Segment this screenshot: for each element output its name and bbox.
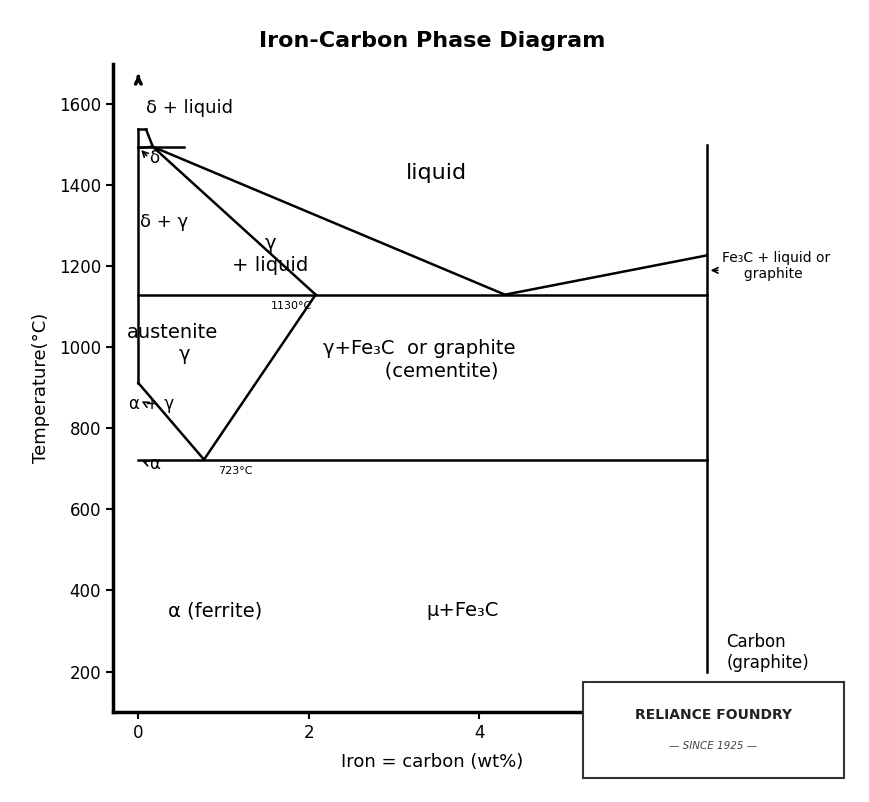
Title: Iron-Carbon Phase Diagram: Iron-Carbon Phase Diagram — [259, 31, 605, 51]
Text: γ
+ liquid: γ + liquid — [232, 233, 308, 274]
Text: — SINCE 1925 —: — SINCE 1925 — — [668, 741, 757, 751]
Text: α + γ: α + γ — [129, 395, 174, 413]
X-axis label: Iron = carbon (wt%): Iron = carbon (wt%) — [341, 753, 523, 771]
Text: 1130°C: 1130°C — [270, 301, 311, 310]
Text: α: α — [149, 455, 160, 473]
Text: δ + γ: δ + γ — [140, 213, 188, 231]
Text: α (ferrite): α (ferrite) — [168, 602, 262, 620]
Text: δ: δ — [149, 148, 159, 167]
Text: 723°C: 723°C — [217, 466, 252, 476]
Text: Carbon
(graphite): Carbon (graphite) — [726, 633, 808, 671]
Text: δ + liquid: δ + liquid — [146, 99, 233, 117]
Text: austenite
    γ: austenite γ — [127, 322, 218, 364]
Text: Fe₃C + liquid or
     graphite: Fe₃C + liquid or graphite — [721, 251, 830, 282]
Text: γ+Fe₃C  or graphite
       (cementite): γ+Fe₃C or graphite (cementite) — [323, 339, 515, 380]
Text: μ+Fe₃C: μ+Fe₃C — [426, 602, 498, 620]
Y-axis label: Temperature(°C): Temperature(°C) — [32, 313, 50, 463]
Text: liquid: liquid — [406, 163, 467, 183]
Text: RELIANCE FOUNDRY: RELIANCE FOUNDRY — [634, 708, 791, 723]
